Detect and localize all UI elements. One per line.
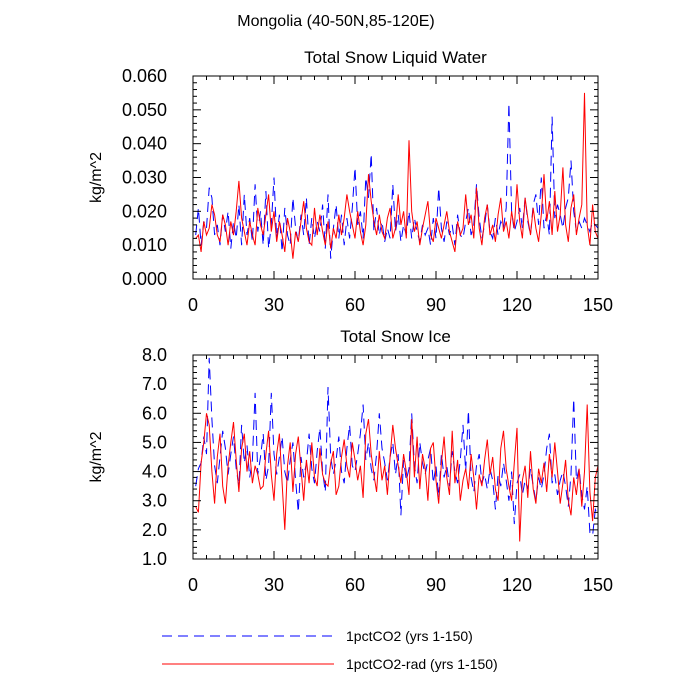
y-tick-label: 0.040	[122, 134, 167, 154]
y-tick-label: 4.0	[142, 462, 167, 482]
x-tick-label: 150	[583, 575, 613, 595]
y-tick-label: 7.0	[142, 374, 167, 394]
series-line-1pctco2-rad	[195, 92, 598, 259]
x-tick-label: 120	[502, 295, 532, 315]
y-tick-label: 2.0	[142, 520, 167, 540]
series-line-1pctco2-rad	[195, 404, 598, 542]
x-tick-label: 30	[264, 295, 284, 315]
y-tick-label: 0.010	[122, 235, 167, 255]
y-tick-label: 5.0	[142, 432, 167, 452]
y-tick-label: 0.050	[122, 100, 167, 120]
x-tick-label: 30	[264, 575, 284, 595]
y-axis-label: kg/m^2	[88, 431, 105, 482]
figure-title: Mongolia (40-50N,85-120E)	[237, 13, 434, 30]
x-tick-label: 60	[345, 295, 365, 315]
liquid-water-chart: Total Snow Liquid Water kg/m^2 0 30 60 90 120 1…	[88, 48, 613, 315]
x-tick-label: 120	[502, 575, 532, 595]
series-line-1pctco2	[195, 357, 598, 537]
x-tick-label: 90	[426, 575, 446, 595]
x-tick-label: 90	[426, 295, 446, 315]
legend-label-1pctco2-rad: 1pctCO2-rad (yrs 1-150)	[346, 656, 498, 672]
legend-label-1pctco2: 1pctCO2 (yrs 1-150)	[346, 628, 473, 644]
chart-title: Total Snow Ice	[340, 327, 451, 346]
y-tick-label: 0.030	[122, 168, 167, 188]
y-tick-label: 1.0	[142, 549, 167, 569]
y-axis-label: kg/m^2	[88, 152, 105, 203]
x-tick-label: 0	[188, 575, 198, 595]
y-tick-label: 8.0	[142, 345, 167, 365]
plot-frame	[192, 75, 599, 280]
plot-frame	[192, 354, 599, 560]
y-tick-label: 0.020	[122, 201, 167, 221]
y-tick-label: 3.0	[142, 491, 167, 511]
x-tick-label: 60	[345, 575, 365, 595]
y-tick-label: 6.0	[142, 403, 167, 423]
y-tick-label: 0.000	[122, 269, 167, 289]
y-tick-label: 0.060	[122, 66, 167, 86]
legend: 1pctCO2 (yrs 1-150) 1pctCO2-rad (yrs 1-1…	[162, 628, 498, 672]
x-tick-label: 150	[583, 295, 613, 315]
chart-title: Total Snow Liquid Water	[304, 48, 487, 67]
snow-ice-chart: Total Snow Ice kg/m^2 0 30 60 90 120 150 1.0 2.0 3…	[88, 327, 613, 595]
x-tick-label: 0	[188, 295, 198, 315]
